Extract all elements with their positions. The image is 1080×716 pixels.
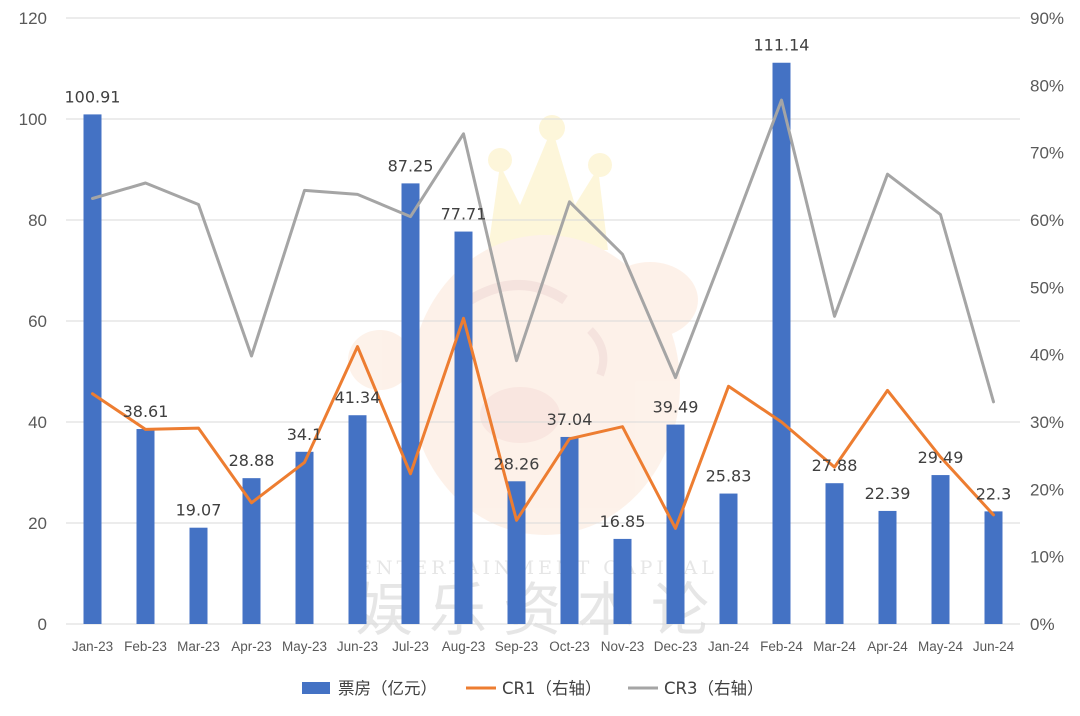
y-right-tick-label: 50% [1030, 278, 1064, 297]
y-right-tick-label: 10% [1030, 548, 1064, 567]
legend-label: 票房（亿元） [338, 679, 437, 698]
bar [136, 429, 155, 624]
bar-data-label: 22.3 [976, 484, 1012, 503]
x-axis: Jan-23 Feb-23 Mar-23 Apr-23 May-23 Jun-23 Jul-… [72, 639, 1015, 654]
bar-data-label: 28.88 [229, 451, 275, 470]
x-tick-label: Oct-23 [549, 639, 590, 654]
legend: 票房（亿元） CR1（右轴） CR3（右轴） [302, 679, 763, 698]
bar [507, 481, 526, 624]
x-tick-label: Feb-24 [760, 639, 803, 654]
bar [454, 231, 473, 624]
y-left-tick-label: 20 [28, 514, 47, 533]
y-left-tick-label: 0 [38, 615, 47, 634]
x-tick-label: Mar-23 [177, 639, 220, 654]
x-tick-label: Aug-23 [442, 639, 486, 654]
watermark-mascot-icon [348, 115, 698, 535]
bar-data-label: 39.49 [653, 398, 699, 417]
bar-data-label: 38.61 [123, 402, 169, 421]
bar [348, 415, 367, 624]
y-right-tick-label: 90% [1030, 9, 1064, 28]
x-tick-label: May-23 [282, 639, 327, 654]
x-tick-label: Jun-23 [337, 639, 378, 654]
bar [401, 183, 420, 624]
bar [242, 478, 261, 624]
x-tick-label: Sep-23 [495, 639, 539, 654]
bar-data-label: 100.91 [65, 87, 121, 106]
y-right-tick-label: 30% [1030, 413, 1064, 432]
bar [295, 451, 314, 624]
bar [931, 475, 950, 624]
bar-data-label: 87.25 [388, 156, 434, 175]
y-right-tick-label: 20% [1030, 480, 1064, 499]
y-right-tick-label: 70% [1030, 144, 1064, 163]
y-right-tick-label: 40% [1030, 346, 1064, 365]
y-axis-right: 0% 10% 20% 30% 40% 50% 60% 70% 80% 90% [1030, 9, 1064, 634]
legend-label: CR1（右轴） [502, 679, 601, 698]
bar [83, 114, 102, 624]
bar-data-label: 19.07 [176, 501, 222, 520]
x-tick-label: May-24 [918, 639, 964, 654]
y-left-tick-label: 60 [28, 312, 47, 331]
y-right-tick-label: 0% [1030, 615, 1055, 634]
bar-data-label: 41.34 [335, 388, 381, 407]
line-series-2 [91, 98, 995, 404]
line-series-1 [91, 316, 995, 530]
x-tick-label: Jul-23 [392, 639, 429, 654]
bar-data-label: 27.88 [812, 456, 858, 475]
x-tick-label: Apr-23 [231, 639, 272, 654]
y-left-tick-label: 100 [19, 110, 47, 129]
x-tick-label: Jan-24 [708, 639, 750, 654]
x-tick-label: Jun-24 [973, 639, 1015, 654]
bar [772, 62, 791, 625]
legend-swatch-bar [302, 682, 330, 694]
y-axis-left: 0 20 40 60 80 100 120 [19, 9, 47, 634]
bar-data-label: 28.26 [494, 454, 540, 473]
y-right-tick-label: 60% [1030, 211, 1064, 230]
bar-data-label: 22.39 [865, 484, 911, 503]
x-tick-label: Dec-23 [654, 639, 698, 654]
line-series-group [91, 98, 995, 530]
y-left-tick-label: 120 [19, 9, 47, 28]
legend-label: CR3（右轴） [664, 679, 763, 698]
bar-data-label: 16.85 [600, 512, 646, 531]
y-left-tick-label: 40 [28, 413, 47, 432]
bar-data-label: 77.71 [441, 205, 487, 224]
y-right-tick-label: 80% [1030, 76, 1064, 95]
bar [825, 483, 844, 624]
bar [719, 493, 738, 624]
y-left-tick-label: 80 [28, 211, 47, 230]
bar [560, 436, 579, 624]
bar-data-label: 29.49 [918, 448, 964, 467]
bar-data-label: 25.83 [706, 467, 752, 486]
bar-data-label: 34.1 [287, 425, 323, 444]
bar [878, 510, 897, 624]
bar-data-label: 37.04 [547, 410, 593, 429]
bar [984, 511, 1003, 624]
x-tick-label: Jan-23 [72, 639, 113, 654]
x-tick-label: Mar-24 [813, 639, 856, 654]
gridlines [66, 17, 1020, 625]
data-labels: 100.91 38.61 19.07 28.88 34.1 41.34 87.25 77.71… [65, 36, 1012, 531]
x-tick-label: Apr-24 [867, 639, 908, 654]
x-tick-label: Feb-23 [124, 639, 167, 654]
bar [613, 538, 632, 624]
bar [189, 527, 208, 624]
x-tick-label: Nov-23 [601, 639, 645, 654]
bar-data-label: 111.14 [754, 36, 810, 55]
